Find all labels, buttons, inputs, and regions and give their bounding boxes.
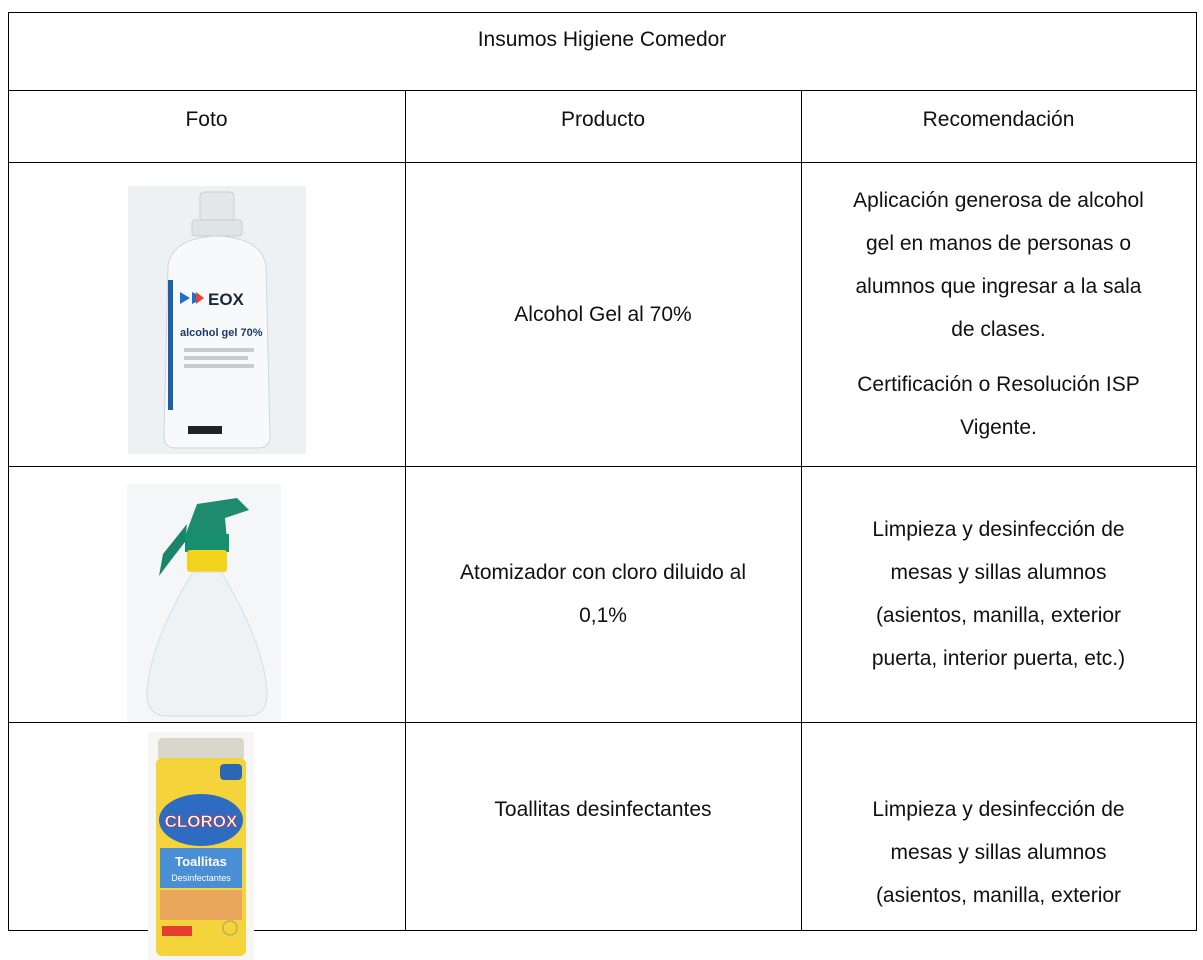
text-line: Toallitas desinfectantes [494,798,712,821]
text-line: Recomendación [922,108,1075,131]
paragraph: Limpieza y desinfección de mesas y sillas… [872,508,1125,680]
header-cell: Recomendación [801,90,1196,162]
col-border [8,12,9,930]
text-line: puerta, interior puerta, etc.) [871,647,1126,670]
product-cell: Atomizador con cloro diluido al 0,1% [405,466,801,722]
photo-alcohol-gel: EOX alcohol gel 70% [128,186,306,454]
col-border [801,90,802,930]
col-border [1196,12,1197,930]
text-line: Insumos Higiene Comedor [477,28,727,51]
photo-label: CLOROX [165,812,238,831]
text-line: (asientos, manilla, exterior [875,604,1122,627]
text-line: alumnos que ingresar a la sala [855,275,1142,298]
row-border [8,466,1197,467]
recommendation-cell: Aplicación generosa de alcohol gel en man… [801,162,1196,466]
text-line: Limpieza y desinfección de [872,518,1125,541]
header-cell: Foto [8,90,405,162]
row-border [8,12,1197,13]
row-border [8,162,1197,163]
recommendation-cell: Limpieza y desinfección de mesas y sillas… [801,722,1196,930]
row-border [8,930,1197,931]
row-border [8,722,1197,723]
paragraph: Certificación o Resolución ISP Vigente. [857,363,1139,449]
text-line: Foto [185,108,228,131]
text-line: mesas y sillas alumnos [890,841,1107,864]
row-border [8,90,1197,91]
header-cell: Producto [405,90,801,162]
photo-label: EOX [208,290,245,309]
text-line: gel en manos de personas o [865,232,1131,255]
text-line: 0,1% [579,604,627,627]
text-line: Limpieza y desinfección de [872,798,1125,821]
col-border [405,90,406,930]
product-cell: Alcohol Gel al 70% [405,162,801,466]
text-line: Producto [560,108,646,131]
text-line: de clases. [951,318,1046,341]
paragraph: Limpieza y desinfección de mesas y sillas… [872,788,1124,917]
photo-label: Toallitas [175,854,227,869]
text-line: mesas y sillas alumnos [890,561,1107,584]
paragraph: Aplicación generosa de alcohol gel en man… [853,179,1144,351]
text-line: (asientos, manilla, exterior [875,884,1122,907]
photo-label: alcohol gel 70% [180,327,263,339]
text-line: Alcohol Gel al 70% [514,302,692,326]
photo-label: Desinfectantes [171,873,231,883]
photo-spray-bottle [127,484,281,722]
text-line: Vigente. [960,416,1037,439]
text-line: Certificación o Resolución ISP [857,373,1140,396]
recommendation-cell: Limpieza y desinfección de mesas y sillas… [801,466,1196,722]
text-line: Atomizador con cloro diluido al [460,561,746,584]
text-line: Aplicación generosa de alcohol [853,189,1144,212]
title-cell: Insumos Higiene Comedor [8,12,1196,90]
photo-clorox-wipes: CLOROX Toallitas Desinfectantes [148,732,254,960]
product-cell: Toallitas desinfectantes [405,722,801,930]
